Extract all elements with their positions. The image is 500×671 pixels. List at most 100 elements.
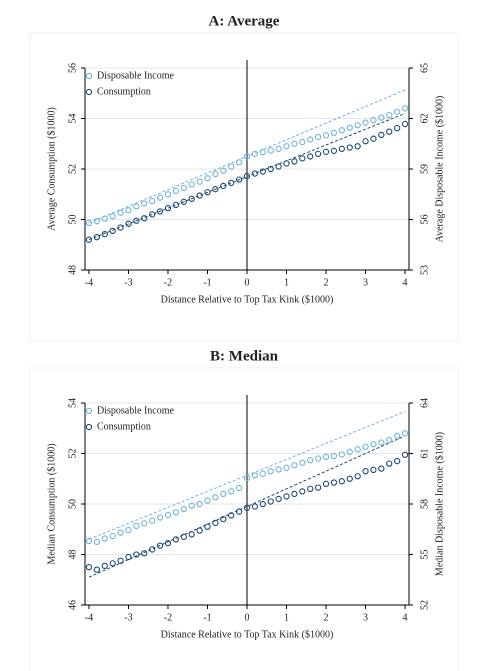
y2-tick-label: 62 [419, 114, 430, 124]
data-point [386, 436, 393, 444]
data-point [212, 170, 219, 178]
x-tick-label: 3 [363, 277, 368, 288]
data-point [251, 170, 259, 177]
data-point [156, 542, 164, 549]
data-point [243, 153, 251, 160]
data-point [180, 184, 187, 192]
data-point [180, 505, 187, 513]
data-point [133, 217, 140, 224]
data-point [307, 485, 314, 492]
legend-label: Disposable Income [97, 70, 174, 81]
y-tick-label: 54 [67, 398, 78, 408]
data-point [307, 153, 314, 160]
data-point [109, 532, 116, 540]
data-point [259, 149, 266, 156]
data-point [109, 212, 116, 220]
data-point [251, 472, 259, 479]
data-point [338, 451, 345, 458]
data-point [362, 138, 369, 145]
data-point [314, 150, 322, 157]
data-point [275, 145, 282, 152]
data-point [330, 147, 338, 154]
data-point [362, 119, 369, 126]
data-point [117, 224, 124, 231]
data-point [220, 490, 227, 498]
data-point [156, 208, 164, 215]
y2-tick-label: 53 [419, 265, 430, 275]
legend-marker [85, 423, 93, 431]
data-point [314, 133, 322, 141]
data-point [370, 441, 377, 448]
data-point [330, 479, 338, 486]
data-point [141, 200, 148, 207]
y2-tick-label: 55 [419, 550, 430, 560]
y-tick-label: 46 [67, 600, 78, 610]
data-point [85, 563, 93, 571]
x-tick-label: 0 [245, 277, 250, 288]
data-point [354, 122, 361, 129]
data-point [275, 163, 282, 170]
y2-tick-label: 65 [419, 63, 430, 73]
data-point [172, 187, 180, 195]
data-point [401, 451, 409, 458]
y-tick-label: 48 [67, 265, 78, 275]
data-point [220, 167, 227, 174]
data-point [125, 526, 132, 534]
data-point [338, 127, 345, 134]
y2-axis-label: Median Disposable Income ($1000) [434, 432, 445, 576]
x-tick-label: -1 [203, 277, 211, 288]
x-tick-label: 2 [324, 277, 329, 288]
data-point [401, 120, 409, 128]
data-point [93, 566, 101, 573]
data-point [196, 178, 203, 185]
x-tick-label: -4 [85, 277, 93, 288]
data-point [338, 478, 345, 485]
data-point [164, 204, 172, 212]
y2-tick-label: 52 [419, 600, 430, 610]
data-point [109, 227, 116, 235]
data-point [322, 148, 330, 155]
data-point [362, 468, 369, 475]
data-point [228, 179, 235, 187]
data-point [330, 452, 338, 460]
data-point [141, 550, 148, 557]
legend-marker [85, 88, 93, 96]
data-point [267, 468, 274, 475]
data-point [188, 181, 195, 188]
data-point [164, 539, 172, 547]
y2-tick-label: 56 [419, 215, 430, 225]
data-point [180, 533, 187, 540]
data-point [362, 443, 369, 450]
data-point [117, 529, 124, 536]
x-tick-label: 2 [324, 612, 329, 623]
legend-label: Consumption [97, 421, 151, 432]
data-point [251, 150, 259, 157]
legend-label: Consumption [97, 86, 151, 97]
data-point [101, 230, 108, 238]
data-point [354, 143, 361, 150]
data-point [386, 460, 393, 467]
data-point [267, 147, 274, 154]
x-tick-label: 4 [403, 277, 408, 288]
panel-frame [29, 367, 459, 671]
data-point [307, 457, 314, 464]
data-point [346, 448, 353, 455]
data-point [172, 536, 180, 543]
x-axis-label: Distance Relative to Top Tax Kink ($1000… [161, 629, 334, 640]
data-point [220, 516, 227, 523]
data-point [338, 145, 345, 152]
data-point [125, 553, 132, 561]
data-point [101, 562, 108, 570]
data-point [125, 220, 132, 227]
x-tick-label: 1 [284, 612, 289, 623]
data-point [346, 144, 353, 151]
data-point [291, 158, 298, 165]
data-point [141, 520, 148, 527]
y-axis-label: Average Consumption ($1000) [46, 107, 57, 231]
data-point [133, 522, 140, 530]
data-point [85, 236, 93, 243]
data-point [322, 480, 330, 487]
data-point [220, 182, 227, 190]
data-point [314, 484, 322, 491]
x-tick-label: 3 [363, 612, 368, 623]
